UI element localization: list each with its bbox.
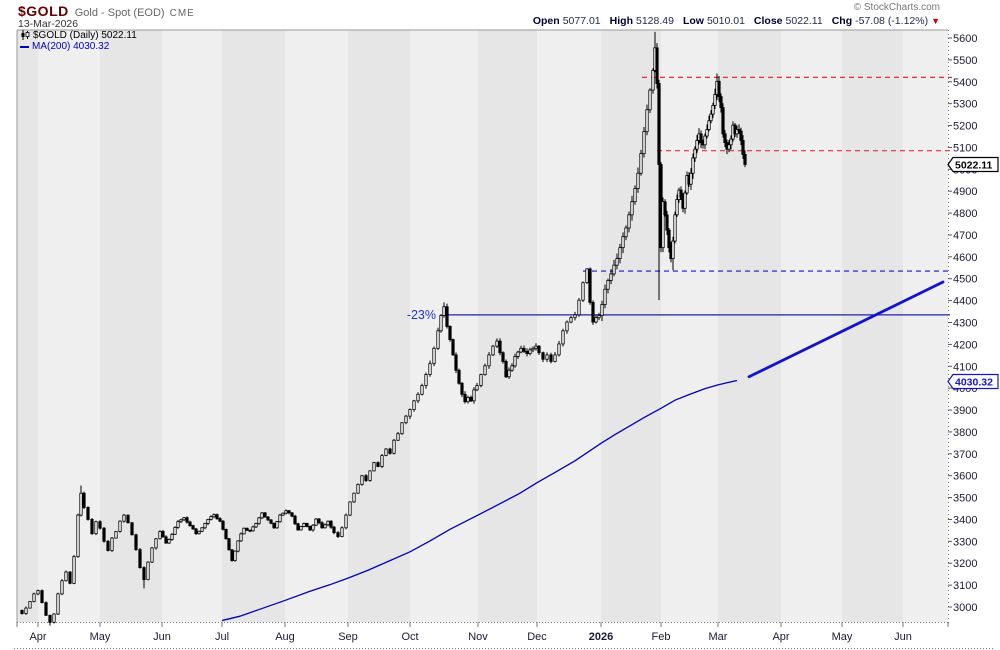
x-axis-label: Nov bbox=[468, 631, 488, 643]
y-axis-label: 4500 bbox=[953, 274, 977, 286]
month-stripe bbox=[17, 30, 38, 622]
month-stripe bbox=[410, 30, 478, 622]
month-stripe bbox=[162, 30, 222, 622]
y-axis-label: 5200 bbox=[953, 121, 977, 133]
candles-group bbox=[20, 31, 747, 626]
x-axis-label: Sep bbox=[338, 631, 358, 643]
exchange-label: CME bbox=[169, 8, 195, 19]
y-axis-label: 3500 bbox=[953, 493, 977, 505]
low-label: Low bbox=[682, 15, 704, 27]
close-value: 5022.11 bbox=[785, 15, 823, 27]
y-axis-label: 5600 bbox=[953, 33, 977, 45]
month-stripe bbox=[903, 30, 948, 622]
price-marker-value: 4030.32 bbox=[955, 376, 993, 388]
change-value: -57.08 (-1.12%) bbox=[855, 15, 929, 27]
y-axis-label: 3400 bbox=[953, 514, 977, 526]
y-axis-label: 3200 bbox=[953, 558, 977, 570]
y-axis-label: 3300 bbox=[953, 536, 977, 548]
y-axis-label: 3700 bbox=[953, 449, 977, 461]
legend-ma-row: MA(200) 4030.32 bbox=[20, 42, 137, 52]
x-axis-label: Jul bbox=[215, 631, 229, 643]
price-marker-box bbox=[947, 156, 999, 173]
y-axis-label: 4800 bbox=[953, 208, 977, 220]
x-axis-label: Oct bbox=[401, 631, 418, 643]
x-axis-label: 2026 bbox=[589, 631, 613, 643]
open-value: 5077.01 bbox=[562, 15, 601, 27]
y-axis-label: 4400 bbox=[953, 296, 977, 308]
y-axis-label: 3000 bbox=[953, 602, 977, 614]
month-stripe bbox=[601, 30, 661, 622]
ma200-line bbox=[221, 379, 738, 622]
ma200-extension-line bbox=[747, 280, 945, 379]
chart-legend: $GOLD (Daily) 5022.11 MA(200) 4030.32 bbox=[20, 29, 137, 53]
copyright: © StockCharts.com bbox=[853, 2, 940, 13]
y-axis-label: 4600 bbox=[953, 252, 977, 264]
x-axis-label: Dec bbox=[527, 631, 547, 643]
legend-series-label: $GOLD (Daily) 5022.11 bbox=[33, 30, 137, 41]
y-axis-label: 5300 bbox=[953, 99, 977, 111]
x-axis-label: Jun bbox=[894, 631, 912, 643]
low-value: 5010.01 bbox=[706, 15, 745, 27]
candlestick-icon bbox=[20, 29, 30, 43]
chart-title: $GOLD Gold - Spot (EOD) CME bbox=[18, 3, 195, 21]
symbol-name: Gold - Spot (EOD) bbox=[74, 7, 165, 19]
change-down-triangle-icon: ▼ bbox=[931, 16, 940, 26]
high-label: High bbox=[609, 15, 633, 27]
legend-series-row: $GOLD (Daily) 5022.11 bbox=[20, 29, 137, 43]
month-stripe bbox=[718, 30, 781, 622]
annotation-label: -23% bbox=[407, 308, 436, 322]
y-axis-label: 3100 bbox=[953, 580, 977, 592]
x-axis-label: May bbox=[832, 631, 853, 643]
month-stripe bbox=[222, 30, 285, 622]
y-axis-label: 4300 bbox=[953, 318, 977, 330]
ma-line-icon bbox=[20, 46, 29, 48]
y-axis-label: 4700 bbox=[953, 230, 977, 242]
y-axis-label: 3600 bbox=[953, 471, 977, 483]
chart-date: 13-Mar-2026 bbox=[18, 18, 79, 30]
y-axis-label: 4200 bbox=[953, 339, 977, 351]
month-stripe bbox=[348, 30, 410, 622]
price-marker-value: 5022.11 bbox=[955, 159, 993, 171]
x-axis-label: May bbox=[90, 631, 111, 643]
y-axis-label: 5500 bbox=[953, 55, 977, 67]
y-axis-label: 5400 bbox=[953, 77, 977, 89]
close-label: Close bbox=[753, 15, 783, 27]
high-value: 5128.49 bbox=[635, 15, 674, 27]
x-axis-label: Feb bbox=[652, 631, 671, 643]
y-axis-label: 4100 bbox=[953, 361, 977, 373]
ohlc-quote-line: Open 5077.01 High 5128.49 Low 5010.01 Close 502… bbox=[533, 15, 940, 27]
x-axis-label: Apr bbox=[772, 631, 789, 643]
x-axis-label: Apr bbox=[29, 631, 46, 643]
change-label: Chg bbox=[831, 15, 853, 27]
x-axis-label: Mar bbox=[709, 631, 728, 643]
month-stripe bbox=[38, 30, 100, 622]
month-stripe bbox=[478, 30, 537, 622]
symbol-ticker: $GOLD bbox=[18, 3, 69, 19]
y-axis-label: 3800 bbox=[953, 427, 977, 439]
x-axis-label: Jun bbox=[153, 631, 171, 643]
open-label: Open bbox=[532, 15, 560, 27]
month-stripe bbox=[781, 30, 842, 622]
price-marker-box bbox=[947, 373, 999, 390]
y-axis-label: 4900 bbox=[953, 186, 977, 198]
legend-ma-label: MA(200) 4030.32 bbox=[32, 41, 110, 52]
y-axis-label: 3900 bbox=[953, 405, 977, 417]
month-stripe bbox=[537, 30, 601, 622]
x-axis-label: Aug bbox=[275, 631, 295, 643]
y-axis-label: 5100 bbox=[953, 142, 977, 154]
